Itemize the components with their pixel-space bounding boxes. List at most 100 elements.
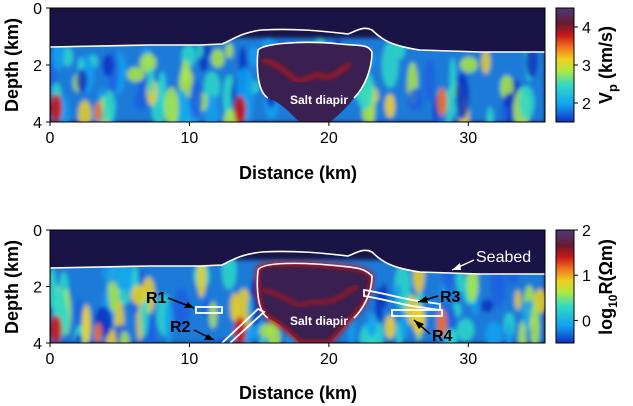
texture-blob [60, 95, 69, 122]
texture-blob [481, 49, 491, 74]
texture-blob [366, 312, 377, 338]
vp-y-axis-label: Depth (km) [2, 18, 22, 112]
texture-blob [139, 53, 157, 73]
reflector-r2-outline [221, 307, 266, 343]
x-tick-label: 30 [459, 130, 477, 147]
vp-x-ticks: 0 10 20 30 [46, 122, 477, 147]
texture-blob [130, 284, 147, 306]
colorbar-tick-label: 2 [582, 223, 591, 240]
texture-blob [126, 67, 145, 82]
anomaly-blob [50, 315, 62, 343]
resistivity-y-axis-label: Depth (km) [2, 240, 22, 334]
anomaly-blob [385, 315, 395, 339]
texture-blob [82, 304, 91, 343]
resistivity-x-ticks: 0 10 20 30 [46, 343, 477, 368]
texture-blob [196, 42, 204, 59]
texture-blob [203, 71, 221, 101]
resistivity-colorbar [555, 229, 575, 344]
y-tick-label: 4 [33, 336, 42, 353]
texture-blob [449, 57, 457, 100]
x-tick-label: 20 [320, 351, 338, 368]
texture-blob [76, 68, 88, 93]
texture-blob [423, 58, 436, 102]
anomaly-blob [385, 94, 395, 118]
texture-blob [505, 321, 513, 343]
texture-blob [165, 300, 173, 343]
anomaly-blob [94, 102, 102, 122]
x-tick-label: 20 [320, 130, 338, 147]
vp-y-ticks: 0 2 4 [33, 1, 50, 132]
x-tick-label: 0 [46, 351, 55, 368]
texture-blob [75, 296, 83, 329]
vp-colorbar-label: Vp (km/s) [596, 26, 620, 104]
seabed-line [50, 230, 545, 274]
texture-blob [190, 79, 203, 119]
seabed-line [50, 8, 545, 52]
texture-blob [164, 87, 179, 122]
anomaly-blob [50, 94, 62, 122]
texture-blob [455, 72, 470, 120]
texture-blob [456, 318, 475, 342]
texture-blob [480, 299, 494, 313]
vp-colorbar [555, 7, 575, 123]
colorbar-tick-label: 0 [582, 313, 591, 330]
salt-diapir-label: Salt diapir [290, 314, 348, 328]
reflector-r4-outline [391, 309, 443, 317]
x-tick-label: 10 [181, 130, 199, 147]
anomaly-blob [94, 323, 102, 343]
texture-blob [225, 43, 234, 59]
anomaly-blob [437, 88, 447, 116]
y-tick-label: 2 [33, 58, 42, 75]
vp-colorbar-ticks: 2 3 4 [574, 20, 591, 113]
resistivity-colorbar-label: log10R(Ωm) [596, 239, 620, 335]
colorbar-tick-label: 1 [582, 268, 591, 285]
texture-blob [374, 287, 384, 324]
texture-blob [514, 289, 522, 311]
texture-blob [530, 303, 540, 343]
texture-blob [525, 45, 538, 78]
x-tick-label: 10 [181, 351, 199, 368]
y-tick-label: 0 [33, 1, 42, 18]
texture-blob [103, 90, 116, 122]
texture-blob [381, 41, 399, 89]
texture-blob [485, 321, 503, 343]
texture-blob [486, 106, 494, 122]
texture-blob [119, 331, 130, 343]
y-tick-label: 4 [33, 115, 42, 132]
texture-blob [381, 282, 388, 309]
reflector-r1-label: R1 [146, 290, 167, 307]
texture-blob [518, 85, 535, 120]
texture-blob [113, 262, 132, 291]
reflector-r2-label: R2 [170, 319, 191, 336]
texture-blob [500, 105, 509, 122]
texture-blob [407, 88, 424, 112]
reflector-r3-label: R3 [440, 289, 461, 306]
colorbar-tick-label: 2 [582, 96, 591, 113]
reflector-r1-outline [195, 306, 223, 314]
texture-blob [399, 312, 409, 338]
reflector-r4-label: R4 [432, 328, 453, 345]
vp-x-axis-label: Distance (km) [239, 163, 357, 183]
texture-blob [445, 328, 456, 343]
texture-blob [134, 91, 146, 111]
texture-blob [518, 320, 527, 343]
x-tick-label: 0 [46, 130, 55, 147]
vp-panel: Salt diapir 0 2 4 0 10 20 30 Depth (km) Dista… [2, 1, 620, 183]
seabed-label: Seabed [476, 249, 531, 266]
texture-blob [78, 100, 92, 122]
resistivity-y-ticks: 0 2 4 [33, 223, 50, 353]
texture-blob [102, 54, 114, 77]
x-tick-label: 30 [459, 351, 477, 368]
texture-blob [211, 49, 225, 68]
texture-blob [230, 292, 239, 322]
resistivity-panel: Salt diapir Seabed R1 R2 R3 R4 024 0 10 20… [2, 223, 620, 403]
texture-blob [394, 283, 402, 300]
y-tick-label: 0 [33, 223, 42, 240]
salt-diapir-label: Salt diapir [290, 93, 348, 107]
resistivity-colorbar-ticks: 0 1 2 [574, 223, 591, 330]
y-tick-label: 2 [33, 280, 42, 297]
anomaly-blob [234, 96, 246, 122]
texture-blob [199, 55, 208, 72]
texture-blob [205, 94, 220, 122]
